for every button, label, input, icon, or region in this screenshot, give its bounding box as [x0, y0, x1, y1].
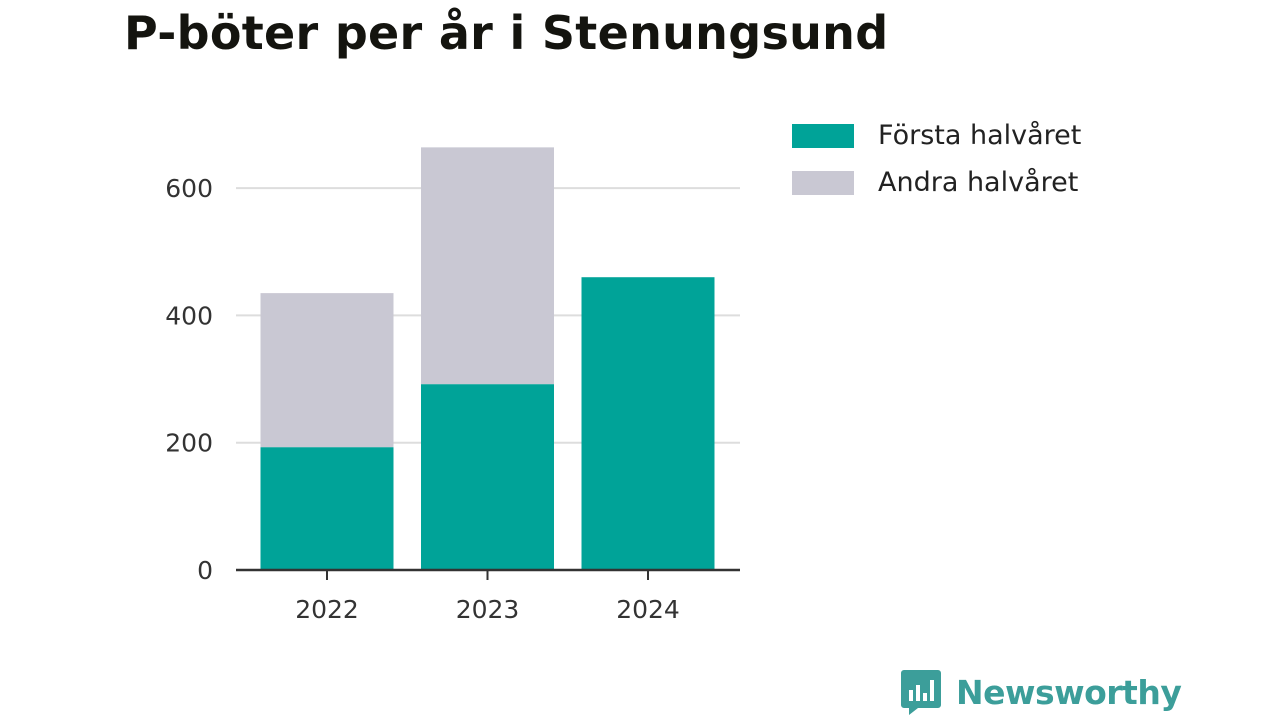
bar-2024-series-1	[581, 277, 715, 570]
x-tick-label-2023: 2023	[456, 595, 520, 624]
bar-2022-series-2	[260, 293, 394, 448]
y-tick-label-400: 400	[165, 301, 213, 330]
legend-swatch-first-half	[792, 123, 854, 148]
legend-item-first-half: Första halvåret	[792, 112, 1081, 159]
chart-title: P-böter per år i Stenungsund	[124, 6, 889, 60]
bars	[260, 147, 715, 570]
newsworthy-logo: Newsworthy	[900, 668, 1182, 716]
bar-2022-series-1	[260, 447, 394, 570]
y-tick-label-0: 0	[197, 556, 213, 585]
newsworthy-logo-text: Newsworthy	[956, 672, 1182, 712]
newsworthy-logo-icon	[901, 670, 941, 715]
y-axis-ticks: 0 200 400 600	[165, 174, 213, 585]
y-tick-label-200: 200	[165, 429, 213, 458]
legend-swatch-second-half	[792, 170, 854, 195]
x-tick-label-2022: 2022	[295, 595, 359, 624]
x-tick-label-2024: 2024	[616, 595, 680, 624]
bar-2023-series-1	[421, 384, 554, 570]
x-axis-ticks: 2022 2023 2024	[295, 570, 680, 624]
y-tick-label-600: 600	[165, 174, 213, 203]
bar-2023-series-2	[421, 147, 554, 385]
legend-label-first-half: Första halvåret	[878, 120, 1082, 151]
legend: Första halvåret Andra halvåret	[792, 112, 1081, 206]
legend-item-second-half: Andra halvåret	[792, 159, 1081, 206]
legend-label-second-half: Andra halvåret	[878, 167, 1079, 198]
